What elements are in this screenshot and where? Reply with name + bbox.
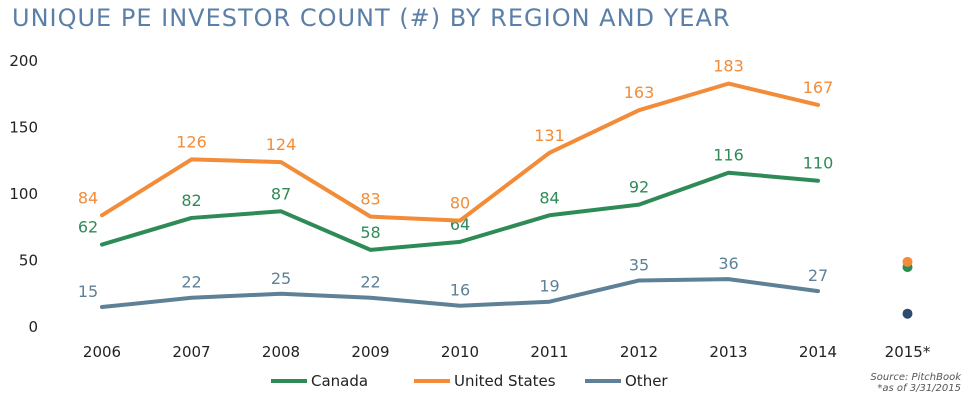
- data-label-canada-2012: 92: [629, 178, 649, 197]
- x-tick-label-2012: 2012: [620, 343, 658, 361]
- data-label-canada-2011: 84: [539, 188, 559, 207]
- series-line-other: [100, 277, 820, 310]
- x-tick-label-2010: 2010: [441, 343, 479, 361]
- data-label-united-states-2013: 183: [713, 57, 744, 76]
- data-label-united-states-2007: 126: [176, 132, 207, 151]
- data-label-other-2011: 19: [539, 277, 559, 296]
- data-label-united-states-2009: 83: [360, 190, 380, 209]
- data-label-united-states-2012: 163: [624, 83, 655, 102]
- x-tick-label-2006: 2006: [83, 343, 121, 361]
- data-label-canada-2013: 116: [713, 146, 744, 165]
- x-tick-label-2008: 2008: [262, 343, 300, 361]
- series-line-united-states: [100, 81, 820, 223]
- data-label-other-2010: 16: [450, 281, 470, 300]
- data-label-united-states-2014: 167: [803, 78, 834, 97]
- y-tick-label-100: 100: [9, 185, 38, 203]
- data-label-other-2014: 27: [808, 266, 828, 285]
- point-united-states-2015: [902, 256, 913, 267]
- data-label-united-states-2008: 124: [266, 135, 297, 154]
- x-tick-label-2015-star: 2015*: [885, 343, 931, 361]
- source-line-2: *as of 3/31/2015: [877, 383, 961, 394]
- series-line-canada: [100, 170, 820, 252]
- y-tick-label-50: 50: [19, 252, 38, 270]
- data-label-other-2012: 35: [629, 255, 649, 274]
- point-other-2015: [902, 308, 913, 319]
- data-label-united-states-2006: 84: [78, 188, 98, 207]
- data-label-other-2008: 25: [271, 269, 291, 288]
- x-tick-label-2011: 2011: [530, 343, 568, 361]
- legend-label-united-states: United States: [454, 372, 556, 390]
- data-label-canada-2006: 62: [78, 218, 98, 237]
- data-label-other-2006: 15: [78, 282, 98, 301]
- y-tick-label-150: 150: [9, 119, 38, 137]
- data-label-canada-2007: 82: [181, 191, 201, 210]
- x-tick-label-2014: 2014: [799, 343, 837, 361]
- y-tick-label-0: 0: [28, 318, 38, 336]
- data-label-canada-2014: 110: [803, 154, 834, 173]
- x-tick-label-2009: 2009: [351, 343, 389, 361]
- data-label-other-2007: 22: [181, 273, 201, 292]
- source-line-1: Source: PitchBook: [870, 372, 961, 383]
- chart-title: UNIQUE PE INVESTOR COUNT (#) BY REGION A…: [12, 4, 731, 32]
- data-label-united-states-2010: 80: [450, 194, 470, 213]
- y-tick-label-200: 200: [9, 52, 38, 70]
- data-label-united-states-2011: 131: [534, 126, 565, 145]
- data-label-other-2009: 22: [360, 273, 380, 292]
- x-tick-label-2007: 2007: [172, 343, 210, 361]
- legend-label-other: Other: [625, 372, 668, 390]
- source-note: Source: PitchBook *as of 3/31/2015: [870, 372, 961, 394]
- legend-label-canada: Canada: [311, 372, 368, 390]
- x-tick-label-2013: 2013: [709, 343, 747, 361]
- data-label-other-2013: 36: [718, 254, 738, 273]
- data-label-canada-2008: 87: [271, 184, 291, 203]
- data-label-canada-2009: 58: [360, 223, 380, 242]
- data-label-canada-2010: 64: [450, 215, 470, 234]
